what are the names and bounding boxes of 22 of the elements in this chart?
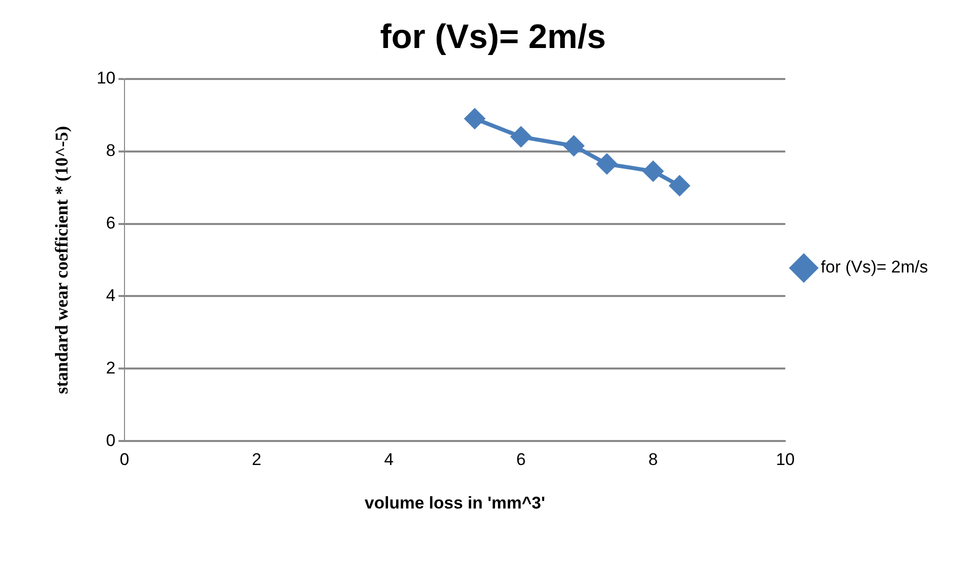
y-tick-label: 0 bbox=[106, 430, 116, 450]
y-tick-label: 10 bbox=[96, 68, 116, 88]
x-tick-label: 6 bbox=[516, 450, 526, 470]
y-tick-label: 8 bbox=[106, 140, 116, 160]
y-tick-label: 6 bbox=[106, 213, 116, 232]
point bbox=[464, 108, 485, 129]
x-tick-label: 8 bbox=[648, 450, 658, 470]
y-tick-label: 4 bbox=[106, 286, 116, 305]
x-tick-label: 2 bbox=[252, 450, 262, 470]
point bbox=[510, 126, 531, 147]
chart-title: for (Vs)= 2m/s bbox=[380, 18, 606, 56]
y-axis-title: standard wear coefficient * (10^-5) bbox=[51, 126, 72, 394]
x-tick-label: 10 bbox=[776, 450, 795, 470]
point bbox=[670, 176, 690, 196]
x-tick-label: 4 bbox=[384, 450, 394, 470]
x-axis-title: volume loss in 'mm^3' bbox=[364, 493, 546, 512]
x-tick-label: 0 bbox=[120, 450, 130, 470]
point bbox=[564, 136, 584, 156]
point bbox=[643, 161, 664, 182]
y-tick-label: 2 bbox=[106, 358, 116, 378]
point bbox=[596, 154, 617, 174]
legend-label: for (Vs)= 2m/s bbox=[820, 258, 928, 277]
